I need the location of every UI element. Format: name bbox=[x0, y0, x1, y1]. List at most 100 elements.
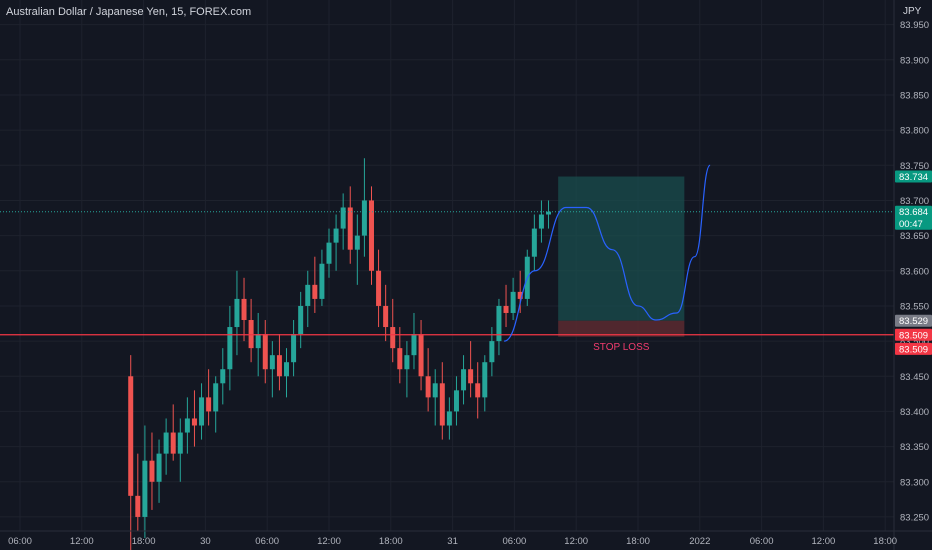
candle-body bbox=[298, 305, 304, 335]
candle-body bbox=[291, 334, 297, 363]
price-axis-background bbox=[894, 0, 932, 550]
price-lines bbox=[0, 164, 894, 342]
candle-body bbox=[284, 362, 290, 377]
candle-body bbox=[128, 376, 134, 496]
price-tag-value: 83.529 bbox=[899, 316, 928, 327]
candle-body bbox=[135, 495, 141, 517]
price-tag-box bbox=[895, 314, 932, 327]
stop-loss-label: STOP LOSS bbox=[593, 342, 650, 353]
candle-body bbox=[390, 327, 396, 349]
candle-body bbox=[262, 334, 268, 370]
x-tick-label: 18:00 bbox=[379, 536, 403, 547]
candle-body bbox=[475, 383, 481, 398]
price-tag-value: 83.684 bbox=[899, 207, 928, 218]
y-tick-label: 83.550 bbox=[900, 301, 929, 312]
x-tick-label: 12:00 bbox=[317, 536, 341, 547]
candle-body bbox=[227, 327, 233, 370]
y-tick-label: 83.750 bbox=[900, 161, 929, 172]
candle-body bbox=[531, 228, 537, 257]
y-tick-label: 83.700 bbox=[900, 196, 929, 207]
candle-body bbox=[276, 355, 282, 377]
y-tick-label: 83.250 bbox=[900, 512, 929, 523]
candle-body bbox=[361, 200, 367, 236]
candle-body bbox=[213, 383, 219, 412]
candle-body bbox=[546, 211, 552, 215]
currency-label[interactable]: JPY bbox=[903, 6, 922, 17]
y-tick-label: 83.450 bbox=[900, 372, 929, 383]
candle-body bbox=[347, 207, 353, 250]
candle-body bbox=[248, 320, 254, 349]
price-axis[interactable]: 83.25083.30083.35083.40083.45083.50083.5… bbox=[893, 0, 932, 550]
x-tick-label: 12:00 bbox=[812, 536, 836, 547]
candle-body bbox=[199, 397, 205, 426]
candle-body bbox=[418, 334, 424, 377]
x-tick-label: 06:00 bbox=[750, 536, 774, 547]
x-tick-label: 31 bbox=[447, 536, 458, 547]
price-tag-value: 83.734 bbox=[899, 172, 928, 183]
time-axis[interactable]: 06:00 12:00 18:00 30 06:00 12:00 18:00 31 06:00 1… bbox=[0, 530, 932, 547]
candle-body bbox=[312, 284, 318, 299]
y-tick-label: 83.650 bbox=[900, 231, 929, 242]
candle-body bbox=[319, 263, 325, 299]
price-tag-value: 83.509 bbox=[899, 344, 928, 355]
candle-body bbox=[354, 235, 360, 250]
price-tag-box bbox=[895, 170, 932, 183]
candles bbox=[128, 158, 552, 550]
price-tag: 83.509 bbox=[895, 342, 932, 355]
candle-body bbox=[432, 383, 438, 398]
price-tag: 83.529 bbox=[895, 314, 932, 327]
y-tick-label: 83.500 bbox=[900, 337, 929, 348]
candle-body bbox=[376, 270, 382, 306]
x-tick-label: 30 bbox=[200, 536, 211, 547]
x-tick-label: 18:00 bbox=[873, 536, 897, 547]
y-tick-label: 83.400 bbox=[900, 407, 929, 418]
candle-body bbox=[142, 460, 148, 517]
position-zones[interactable]: STOP LOSS bbox=[558, 176, 685, 353]
candle-body bbox=[184, 418, 190, 433]
target-zone[interactable] bbox=[558, 176, 685, 321]
x-tick-label: 18:00 bbox=[132, 536, 156, 547]
candle-body bbox=[461, 369, 467, 391]
x-tick-label: 18:00 bbox=[626, 536, 650, 547]
x-tick-label: 12:00 bbox=[564, 536, 588, 547]
candle-body bbox=[411, 334, 417, 356]
price-tag-box bbox=[895, 328, 932, 341]
candle-body bbox=[383, 305, 389, 328]
price-tag: 83.734 bbox=[895, 170, 932, 183]
candle-body bbox=[255, 334, 261, 349]
y-tick-label: 83.350 bbox=[900, 442, 929, 453]
candle-body bbox=[446, 411, 452, 426]
price-tag-box bbox=[895, 342, 932, 355]
x-tick-label: 2022 bbox=[689, 536, 710, 547]
candle-body bbox=[305, 284, 311, 306]
grid bbox=[0, 0, 894, 531]
x-tick-label: 06:00 bbox=[255, 536, 279, 547]
candle-body bbox=[496, 305, 502, 342]
candle-body bbox=[163, 432, 169, 454]
x-tick-label: 06:00 bbox=[503, 536, 527, 547]
y-tick-label: 83.600 bbox=[900, 266, 929, 277]
candle-body bbox=[404, 355, 410, 370]
candle-body bbox=[269, 355, 275, 370]
candle-body bbox=[489, 341, 495, 363]
candle-body bbox=[425, 376, 431, 398]
candle-body bbox=[326, 242, 332, 264]
candle-body bbox=[503, 305, 509, 313]
y-tick-label: 83.800 bbox=[900, 126, 929, 137]
candle-body bbox=[510, 291, 516, 313]
price-tag-value: 83.509 bbox=[899, 330, 928, 341]
projection-curve bbox=[503, 164, 711, 342]
candle-body bbox=[340, 207, 346, 229]
stop-zone[interactable] bbox=[558, 320, 685, 337]
candle-body bbox=[453, 390, 459, 412]
candle-body bbox=[333, 228, 339, 243]
candle-body bbox=[234, 298, 240, 328]
candle-body bbox=[368, 200, 374, 271]
candle-body bbox=[482, 362, 488, 398]
y-tick-label: 83.850 bbox=[900, 90, 929, 101]
candle-body bbox=[170, 432, 176, 454]
candle-body bbox=[397, 348, 403, 370]
candle-body bbox=[241, 298, 247, 321]
